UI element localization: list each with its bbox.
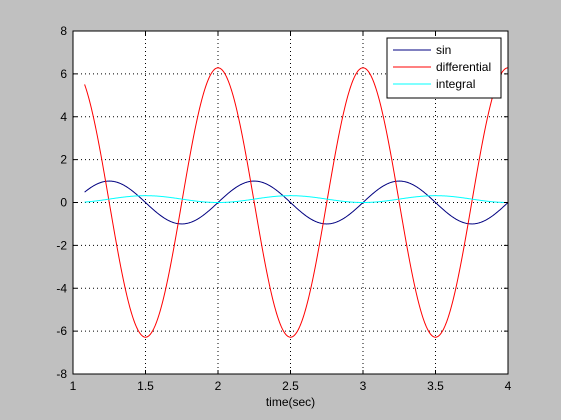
series-line-differential <box>84 67 508 338</box>
axis-ticks: 1 1.5 2 2.5 3 3.5 4 -8 -6 -4 -2 0 2 4 6 8 <box>56 24 511 393</box>
x-tick-label: 1.5 <box>137 379 154 393</box>
y-tick-label: 4 <box>60 110 67 124</box>
x-tick-label: 1 <box>70 379 77 393</box>
legend-label-sin: sin <box>436 43 451 57</box>
y-tick-label: 8 <box>60 24 67 38</box>
series-line-sin <box>84 180 508 225</box>
series-line-integral <box>84 195 508 203</box>
y-tick-label: 0 <box>60 196 67 210</box>
y-tick-label: -4 <box>56 281 67 295</box>
y-tick-label: -8 <box>56 367 67 381</box>
legend-label-differential: differential <box>436 60 491 74</box>
y-tick-label: -2 <box>56 238 67 252</box>
y-tick-label: -6 <box>56 324 67 338</box>
legend-box <box>386 37 502 99</box>
legend-label-integral: integral <box>436 77 475 91</box>
x-tick-label: 2 <box>215 379 222 393</box>
series-lines <box>84 67 508 338</box>
y-tick-label: 2 <box>60 153 67 167</box>
y-tick-label: 6 <box>60 67 67 81</box>
x-tick-label: 3 <box>360 379 367 393</box>
legend: sin differential integral <box>386 37 502 99</box>
x-tick-label: 4 <box>505 379 512 393</box>
x-tick-label: 3.5 <box>427 379 444 393</box>
x-tick-label: 2.5 <box>282 379 299 393</box>
x-axis-label: time(sec) <box>266 395 315 409</box>
